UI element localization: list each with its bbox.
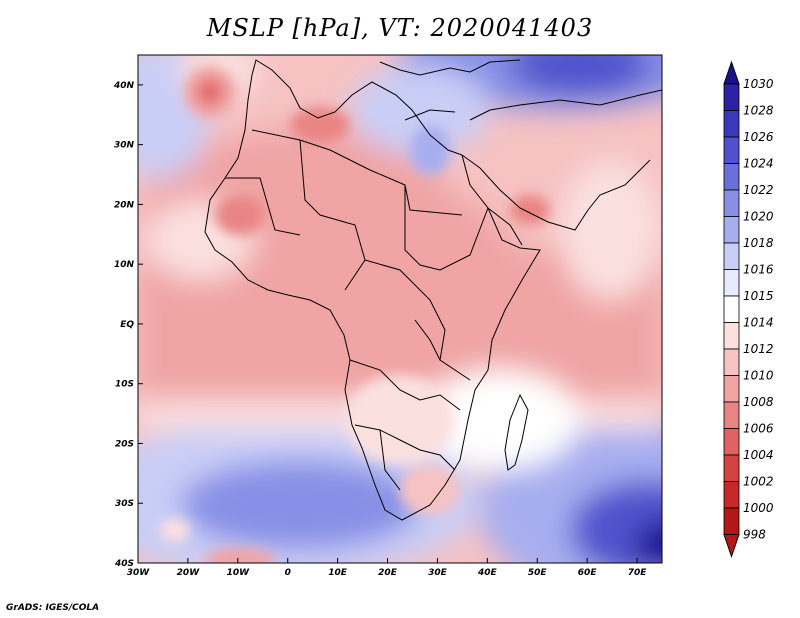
colorbar-label: 1015 bbox=[743, 289, 774, 303]
colorbar-label: 1012 bbox=[743, 342, 774, 356]
colorbar-swatch bbox=[723, 507, 740, 535]
y-tick-label: 30S bbox=[115, 499, 134, 509]
colorbar-swatch bbox=[723, 136, 740, 164]
y-tick-label: 40N bbox=[113, 81, 135, 91]
colorbar-label: 1016 bbox=[743, 263, 774, 277]
colorbar-label: 1030 bbox=[743, 77, 774, 91]
colorbar-bottom-arrow bbox=[723, 534, 740, 559]
colorbar-swatch bbox=[723, 189, 740, 217]
x-tick-label: 60E bbox=[578, 568, 598, 578]
colorbar-label: 1020 bbox=[743, 210, 774, 224]
map-title: MSLP [hPa], VT: 2020041403 bbox=[206, 14, 594, 42]
colorbar-label: 1026 bbox=[743, 130, 774, 144]
x-tick-label: 20E bbox=[378, 568, 398, 578]
colorbar-label: 1000 bbox=[743, 501, 774, 515]
y-axis: 40N 30N 20N 10N EQ 10S 20S 30S 40S bbox=[113, 81, 143, 569]
x-tick-label: 50E bbox=[528, 568, 548, 578]
x-tick-label: 20W bbox=[177, 568, 201, 578]
x-tick-label: 0 bbox=[285, 568, 291, 578]
y-tick-label: 20N bbox=[114, 200, 135, 210]
colorbar-swatch bbox=[723, 269, 740, 297]
coastlines bbox=[204, 59, 662, 521]
y-tick-label: 10N bbox=[114, 260, 135, 270]
pressure-field bbox=[138, 55, 662, 563]
y-tick-label: 10S bbox=[115, 380, 134, 390]
colorbar-label: 1022 bbox=[743, 183, 774, 197]
colorbar-swatch bbox=[723, 348, 740, 376]
colorbar-label: 1014 bbox=[743, 316, 774, 330]
x-tick-label: 40E bbox=[477, 568, 498, 578]
colorbar: 1030 1028 1026 1024 1022 1020 1018 1016 1015 1014… bbox=[723, 60, 774, 559]
x-tick-label: 30E bbox=[428, 568, 448, 578]
colorbar-swatch bbox=[723, 481, 740, 509]
grads-credit: GrADS: IGES/COLA bbox=[6, 603, 100, 613]
x-tick-label: 30W bbox=[127, 568, 151, 578]
y-tick-label: 40S bbox=[114, 559, 134, 569]
x-axis: 30W 20W 10W 0 10E 20E 30E 40E 50E 60E 70E bbox=[127, 558, 647, 578]
colorbar-swatch bbox=[723, 83, 740, 111]
colorbar-swatch bbox=[723, 242, 740, 270]
x-tick-label: 10E bbox=[328, 568, 348, 578]
plot-frame bbox=[137, 54, 663, 564]
colorbar-label: 1002 bbox=[743, 475, 774, 489]
y-tick-label: 20S bbox=[115, 439, 134, 449]
colorbar-swatch bbox=[723, 375, 740, 403]
colorbar-label: 1010 bbox=[743, 369, 774, 383]
colorbar-label: 1018 bbox=[743, 236, 774, 250]
colorbar-label: 1006 bbox=[743, 422, 774, 436]
colorbar-label: 1008 bbox=[743, 395, 774, 409]
colorbar-swatch bbox=[723, 216, 740, 244]
colorbar-label: 1024 bbox=[743, 157, 774, 171]
colorbar-top-arrow bbox=[723, 60, 740, 85]
y-tick-label: EQ bbox=[120, 320, 134, 330]
colorbar-label: 998 bbox=[743, 528, 766, 542]
colorbar-swatch bbox=[723, 163, 740, 191]
colorbar-label: 1004 bbox=[743, 448, 774, 462]
x-tick-label: 70E bbox=[628, 568, 648, 578]
colorbar-swatch bbox=[723, 322, 740, 350]
colorbar-swatch bbox=[723, 110, 740, 138]
x-tick-label: 10W bbox=[227, 568, 251, 578]
colorbar-swatch bbox=[723, 454, 740, 482]
colorbar-swatch bbox=[723, 401, 740, 429]
colorbar-swatch bbox=[723, 428, 740, 456]
colorbar-label: 1028 bbox=[743, 104, 774, 118]
y-tick-label: 30N bbox=[114, 141, 135, 151]
colorbar-swatch bbox=[723, 295, 740, 323]
